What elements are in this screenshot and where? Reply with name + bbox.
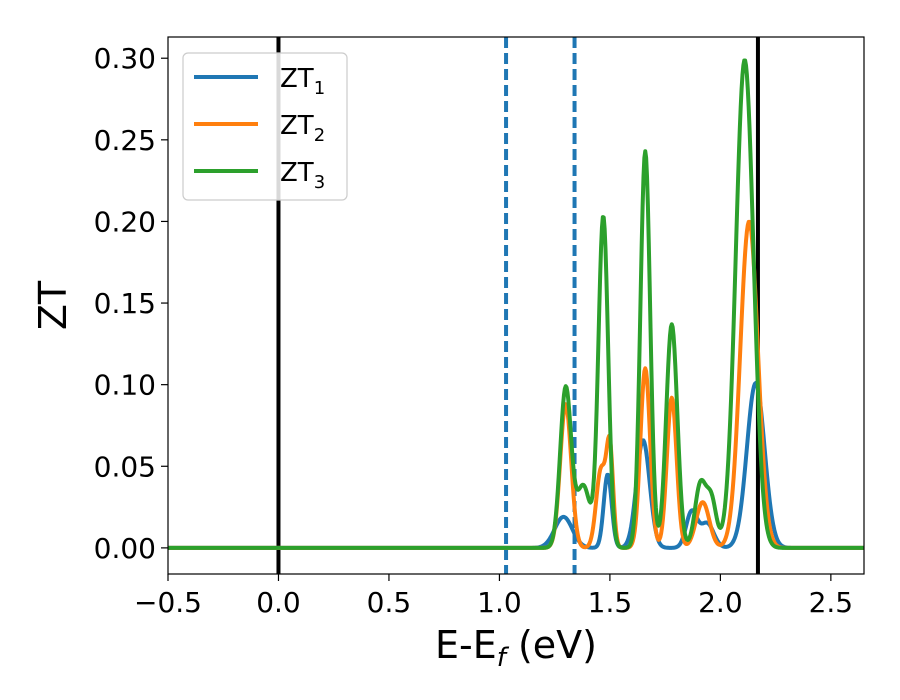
plot-area [168, 37, 864, 574]
y-tick-label: 0.20 [94, 205, 156, 238]
legend-label-zt1: ZT1 [280, 64, 325, 99]
y-tick-label: 0.25 [94, 124, 156, 157]
legend-label-zt3: ZT3 [280, 158, 325, 193]
x-axis-label: E-Ef (eV) [435, 623, 597, 673]
x-tick-label: −0.5 [134, 586, 202, 619]
y-tick-label: 0.00 [94, 532, 156, 565]
x-tick-label: 0.5 [367, 586, 412, 619]
y-tick-label: 0.10 [94, 369, 156, 402]
x-axis-label-main: E-E [435, 623, 497, 667]
legend-label-zt2: ZT2 [280, 111, 325, 146]
y-tick-label: 0.15 [94, 287, 156, 320]
y-tick-label: 0.30 [94, 42, 156, 75]
axis-ticks: −0.5 0.0 0.5 1.0 1.5 2.0 2.5 0.00 0.05 0.10 0.15 0.… [94, 42, 853, 619]
x-tick-label: 1.0 [477, 586, 522, 619]
x-tick-label: 2.0 [698, 586, 743, 619]
legend: ZT1 ZT2 ZT3 [182, 52, 348, 201]
series-line-zt3 [168, 58, 864, 550]
x-tick-label: 2.5 [809, 586, 854, 619]
y-tick-label: 0.05 [94, 450, 156, 483]
y-axis-label: ZT [31, 280, 75, 330]
x-tick-label: 1.5 [588, 586, 633, 619]
legend-box [182, 52, 348, 201]
plot-frame [167, 36, 865, 575]
x-tick-label: 0.0 [256, 586, 301, 619]
x-axis-label-suffix: (eV) [506, 623, 597, 667]
